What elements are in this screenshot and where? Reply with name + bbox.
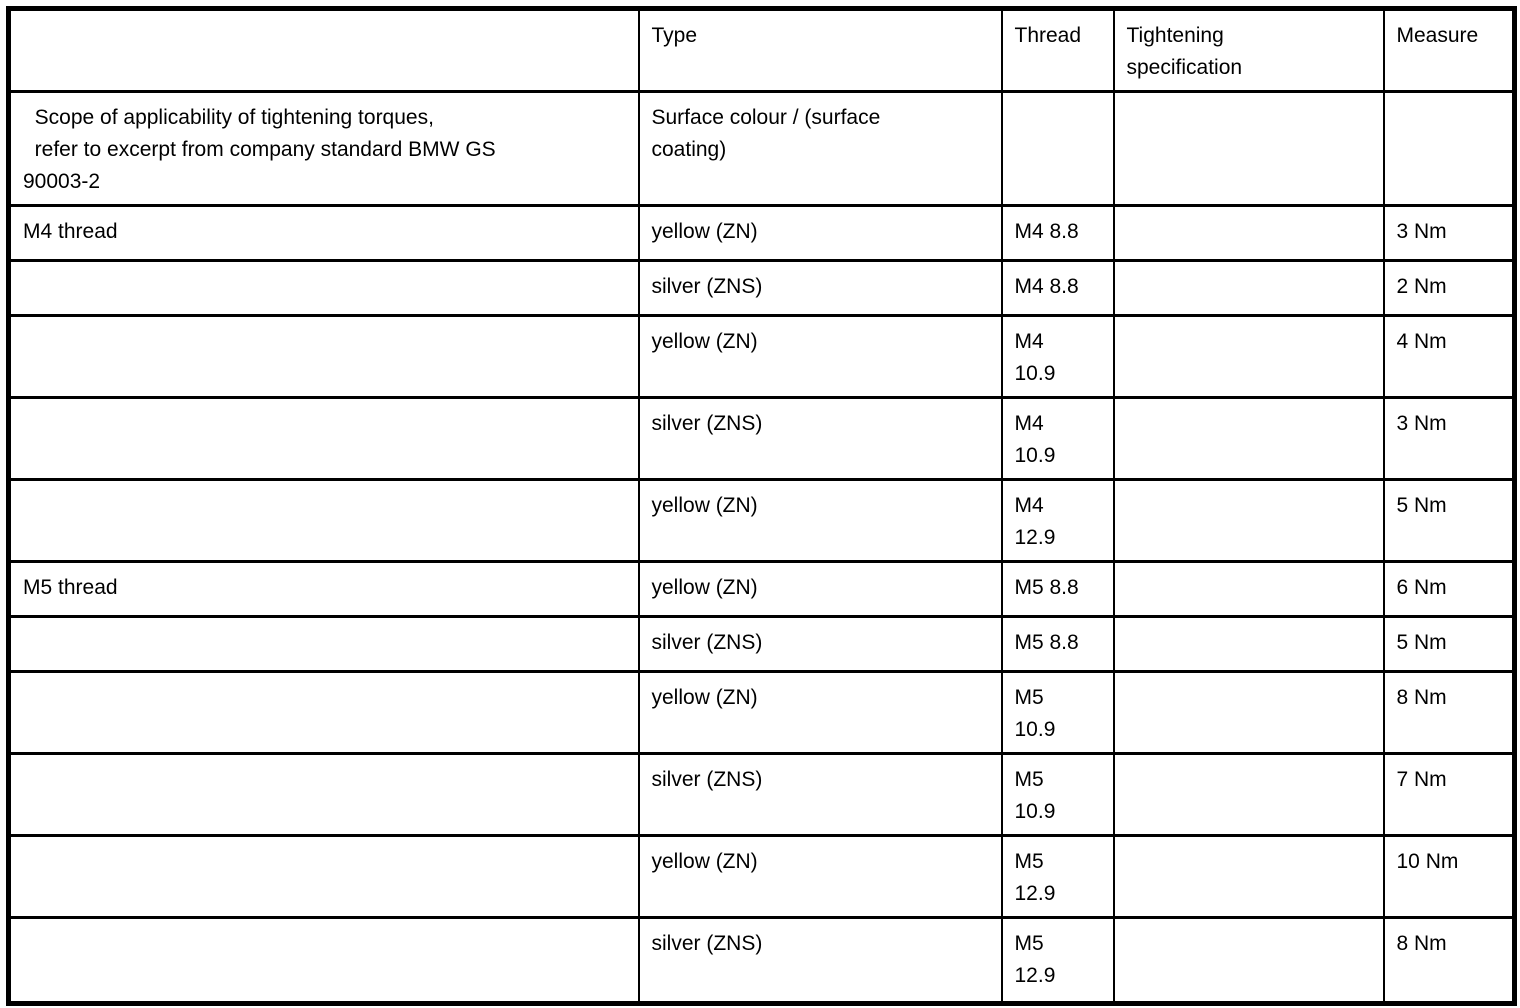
cell-thread: M5 12.9	[1000, 916, 1115, 1005]
cell-thread: M4 10.9	[1000, 314, 1115, 399]
table-header-row: Type Thread Tightening specification Mea…	[7, 7, 1516, 93]
header-cell-group	[7, 7, 640, 93]
cell-thread: M5 10.9	[1000, 670, 1115, 755]
cell-measure: 8 Nm	[1382, 670, 1516, 755]
cell-thread-group	[7, 834, 640, 919]
header-cell-thread: Thread	[1000, 7, 1115, 93]
cell-measure: 2 Nm	[1382, 259, 1516, 317]
cell-tightening-spec	[1112, 834, 1385, 919]
cell-thread-group	[7, 396, 640, 481]
cell-measure: 3 Nm	[1382, 204, 1516, 262]
cell-tightening-spec	[1112, 615, 1385, 673]
cell-measure: 4 Nm	[1382, 314, 1516, 399]
cell-tightening-spec	[1112, 396, 1385, 481]
cell-thread	[1000, 90, 1115, 207]
cell-type: yellow (ZN)	[637, 560, 1003, 618]
cell-tightening-spec	[1112, 204, 1385, 262]
cell-type: silver (ZNS)	[637, 259, 1003, 317]
cell-type: yellow (ZN)	[637, 834, 1003, 919]
cell-measure: 7 Nm	[1382, 752, 1516, 837]
table-row: yellow (ZN) M5 12.9 10 Nm	[7, 834, 1516, 919]
table-row: silver (ZNS) M5 8.8 5 Nm	[7, 615, 1516, 673]
cell-thread-group	[7, 615, 640, 673]
cell-thread: M5 12.9	[1000, 834, 1115, 919]
cell-thread-group	[7, 478, 640, 563]
cell-type: silver (ZNS)	[637, 615, 1003, 673]
cell-type: silver (ZNS)	[637, 752, 1003, 837]
cell-type: yellow (ZN)	[637, 204, 1003, 262]
cell-tightening-spec	[1112, 560, 1385, 618]
cell-surface-colour: Surface colour / (surface coating)	[637, 90, 1003, 207]
cell-thread: M4 8.8	[1000, 259, 1115, 317]
cell-type: yellow (ZN)	[637, 314, 1003, 399]
cell-thread-group	[7, 916, 640, 1005]
cell-measure: 5 Nm	[1382, 478, 1516, 563]
cell-type: silver (ZNS)	[637, 916, 1003, 1005]
table-row: silver (ZNS) M5 12.9 8 Nm	[7, 916, 1516, 1005]
cell-scope-text: Scope of applicability of tightening tor…	[7, 90, 640, 207]
cell-measure	[1382, 90, 1516, 207]
header-cell-tightening-specification: Tightening specification	[1112, 7, 1385, 93]
torque-table: Type Thread Tightening specification Mea…	[6, 6, 1517, 1006]
cell-type: silver (ZNS)	[637, 396, 1003, 481]
header-cell-type: Type	[637, 7, 1003, 93]
cell-tightening-spec	[1112, 90, 1385, 207]
cell-tightening-spec	[1112, 916, 1385, 1005]
scope-row: Scope of applicability of tightening tor…	[7, 90, 1516, 207]
cell-thread: M5 8.8	[1000, 615, 1115, 673]
table-row: yellow (ZN) M5 10.9 8 Nm	[7, 670, 1516, 755]
cell-measure: 3 Nm	[1382, 396, 1516, 481]
table-row: M4 thread yellow (ZN) M4 8.8 3 Nm	[7, 204, 1516, 262]
header-cell-measure: Measure	[1382, 7, 1516, 93]
table-row: silver (ZNS) M4 8.8 2 Nm	[7, 259, 1516, 317]
cell-tightening-spec	[1112, 259, 1385, 317]
cell-thread: M5 8.8	[1000, 560, 1115, 618]
table-row: silver (ZNS) M5 10.9 7 Nm	[7, 752, 1516, 837]
cell-type: yellow (ZN)	[637, 478, 1003, 563]
table-row: silver (ZNS) M4 10.9 3 Nm	[7, 396, 1516, 481]
cell-thread: M4 10.9	[1000, 396, 1115, 481]
cell-thread-group: M4 thread	[7, 204, 640, 262]
cell-thread-group	[7, 752, 640, 837]
cell-type: yellow (ZN)	[637, 670, 1003, 755]
cell-measure: 8 Nm	[1382, 916, 1516, 1005]
cell-measure: 10 Nm	[1382, 834, 1516, 919]
cell-thread: M4 8.8	[1000, 204, 1115, 262]
cell-thread-group: M5 thread	[7, 560, 640, 618]
table-row: yellow (ZN) M4 10.9 4 Nm	[7, 314, 1516, 399]
cell-thread: M5 10.9	[1000, 752, 1115, 837]
cell-measure: 5 Nm	[1382, 615, 1516, 673]
cell-tightening-spec	[1112, 670, 1385, 755]
table-row: M5 thread yellow (ZN) M5 8.8 6 Nm	[7, 560, 1516, 618]
cell-tightening-spec	[1112, 314, 1385, 399]
cell-thread-group	[7, 670, 640, 755]
cell-thread: M4 12.9	[1000, 478, 1115, 563]
cell-thread-group	[7, 314, 640, 399]
cell-measure: 6 Nm	[1382, 560, 1516, 618]
table-row: yellow (ZN) M4 12.9 5 Nm	[7, 478, 1516, 563]
cell-thread-group	[7, 259, 640, 317]
cell-tightening-spec	[1112, 478, 1385, 563]
cell-tightening-spec	[1112, 752, 1385, 837]
